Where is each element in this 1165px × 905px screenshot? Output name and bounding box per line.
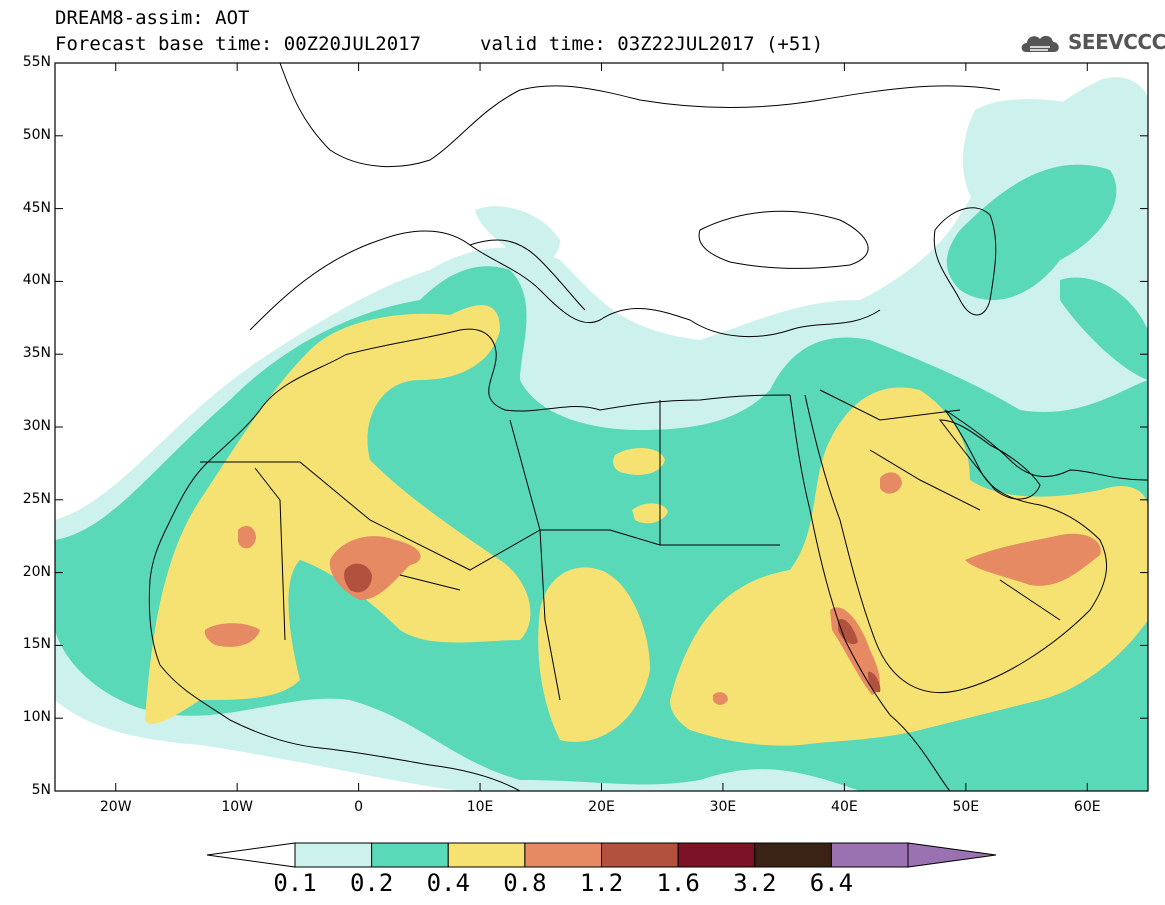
coast-caspian [933,207,997,316]
colorbar-under-triangle [206,842,296,868]
lat-label: 35N [22,345,51,362]
colorbar-label: 3.2 [733,869,777,897]
borders-middle-east [819,389,1061,621]
coast-black-sea [698,210,869,269]
lat-label: 30N [22,418,51,434]
lon-label: 30E [709,799,737,815]
colorbar-label: 0.8 [503,869,547,897]
coast-west-africa [148,354,521,791]
lon-label: 10W [221,799,253,815]
coast-north-africa [344,328,791,412]
aot-0.8-spot-morocco [238,525,256,549]
lon-label: 50E [952,799,980,815]
aot-0.8-spot-sudan [713,692,728,705]
coast-europe-south [249,230,881,337]
colorbar-segment [677,842,756,868]
colorbar-segment [371,842,449,868]
lat-label: 5N [31,782,51,798]
borders-africa [200,400,780,701]
aot-0.8-spot-oman [965,533,1101,586]
coast-italy [469,239,586,311]
valid-time: valid time: 03Z22JUL2017 (+51) [480,33,824,55]
colorbar-label: 6.4 [809,869,854,897]
aot-0.2-region-iran [1060,277,1148,380]
colorbar-label: 1.2 [579,869,624,897]
aot-0.1-region-med [475,206,560,264]
lat-label: 20N [22,563,51,580]
aot-0.2-region-caspian [946,164,1117,300]
colorbar-segment [524,842,602,868]
lon-label: 40E [831,799,858,815]
colorbar-segment [447,842,526,868]
aot-0.4-region-east [670,387,1148,746]
lat-label: 10N [22,709,51,726]
colorbar-label: 0.2 [349,869,394,897]
lat-label: 45N [22,199,51,216]
lat-label: 15N [22,636,51,653]
colorbar-label: 0.1 [273,869,317,897]
lon-label: 20E [588,799,615,815]
colorbar-segment [830,842,909,868]
aot-1.2-spot-eritrea [838,619,858,645]
coast-arabia [804,394,1108,694]
map-title: DREAM8-assim: AOT [55,7,250,29]
coast-gulf [944,409,1148,481]
lon-label: 60E [1073,799,1101,815]
aot-0.8-spot-saudi [880,472,902,494]
coast-red-sea-west [789,394,951,791]
lat-label: 25N [22,490,51,507]
colorbar-segment [754,842,832,868]
colorbar-label: 1.6 [656,869,700,897]
cloud-logo-icon [1021,35,1059,52]
colorbar [206,842,997,868]
axis-ticks [55,62,1148,792]
colorbar-label: 0.4 [426,869,470,897]
forecast-base-time: Forecast base time: 00Z20JUL2017 [55,33,422,55]
colorbar-over-triangle [907,842,997,868]
aot-0.4-region-west [145,305,531,724]
aot-0.8-spot-guinea [204,623,260,647]
lat-label: 50N [22,126,51,143]
aot-0.4-region-libya2 [632,503,668,524]
coastlines [148,63,1148,791]
aot-field [55,77,1148,791]
aot-1.2-spot-eritrea2 [868,671,881,693]
lon-label: 0 [354,799,364,815]
lon-label: 10E [466,799,494,815]
aot-0.4-region-central [538,567,650,742]
aot-0.4-region-libya [613,448,665,475]
lat-label: 55N [22,54,51,70]
coast-europe-north [279,63,1001,167]
aot-1.2-spot-mali [344,563,372,593]
logo-text: SEEVCCC [1068,30,1165,54]
lat-label: 40N [22,272,51,289]
lon-label: 20W [99,799,132,815]
colorbar-segment [601,842,679,868]
colorbar-segment [294,842,373,868]
coast-persian-gulf [938,419,1041,500]
